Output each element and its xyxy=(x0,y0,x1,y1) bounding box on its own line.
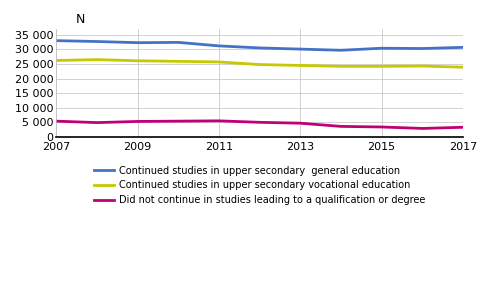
Continued studies in upper secondary vocational education xyxy=(257,63,263,66)
Continued studies in upper secondary vocational education xyxy=(54,59,60,62)
Did not continue in studies leading to a qualification or degree xyxy=(135,120,141,123)
Continued studies in upper secondary vocational education xyxy=(338,65,344,68)
Continued studies in upper secondary vocational education xyxy=(460,65,466,69)
Did not continue in studies leading to a qualification or degree xyxy=(419,127,425,130)
Continued studies in upper secondary  general education xyxy=(257,46,263,50)
Line: Did not continue in studies leading to a qualification or degree: Did not continue in studies leading to a… xyxy=(57,121,463,128)
Did not continue in studies leading to a qualification or degree xyxy=(94,121,100,124)
Did not continue in studies leading to a qualification or degree xyxy=(54,119,60,123)
Did not continue in studies leading to a qualification or degree xyxy=(216,119,222,123)
Did not continue in studies leading to a qualification or degree xyxy=(175,119,181,123)
Continued studies in upper secondary vocational education xyxy=(94,58,100,61)
Continued studies in upper secondary vocational education xyxy=(175,59,181,63)
Continued studies in upper secondary  general education xyxy=(419,47,425,50)
Continued studies in upper secondary  general education xyxy=(338,48,344,52)
Continued studies in upper secondary  general education xyxy=(54,39,60,43)
Did not continue in studies leading to a qualification or degree xyxy=(379,125,385,129)
Continued studies in upper secondary vocational education xyxy=(135,59,141,63)
Did not continue in studies leading to a qualification or degree xyxy=(460,125,466,129)
Continued studies in upper secondary vocational education xyxy=(297,64,303,67)
Continued studies in upper secondary vocational education xyxy=(216,60,222,64)
Continued studies in upper secondary vocational education xyxy=(419,64,425,68)
Continued studies in upper secondary  general education xyxy=(379,47,385,50)
Line: Continued studies in upper secondary vocational education: Continued studies in upper secondary voc… xyxy=(57,59,463,67)
Legend: Continued studies in upper secondary  general education, Continued studies in up: Continued studies in upper secondary gen… xyxy=(94,165,425,205)
Continued studies in upper secondary  general education xyxy=(94,40,100,43)
Did not continue in studies leading to a qualification or degree xyxy=(257,120,263,124)
Continued studies in upper secondary  general education xyxy=(135,41,141,44)
Line: Continued studies in upper secondary  general education: Continued studies in upper secondary gen… xyxy=(57,41,463,50)
Continued studies in upper secondary  general education xyxy=(216,44,222,48)
Continued studies in upper secondary  general education xyxy=(460,46,466,49)
Did not continue in studies leading to a qualification or degree xyxy=(297,121,303,125)
Continued studies in upper secondary  general education xyxy=(175,40,181,44)
Did not continue in studies leading to a qualification or degree xyxy=(338,125,344,128)
Y-axis label: N: N xyxy=(76,13,86,26)
Continued studies in upper secondary vocational education xyxy=(379,65,385,68)
Continued studies in upper secondary  general education xyxy=(297,47,303,51)
